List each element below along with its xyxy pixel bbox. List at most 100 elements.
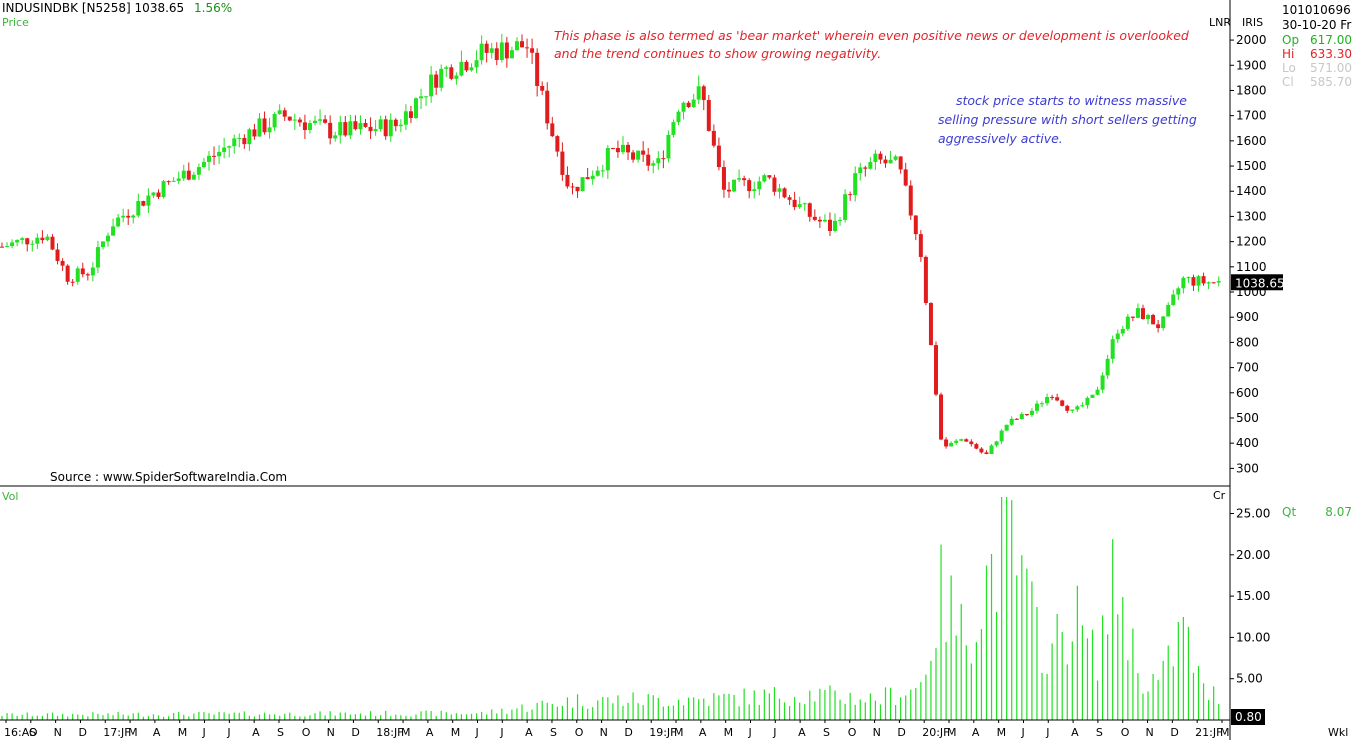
candle-down <box>1060 400 1065 406</box>
candle-down <box>65 265 70 282</box>
candle-down <box>615 148 620 153</box>
candle-up <box>348 121 353 136</box>
time-tick-label: J <box>226 726 230 739</box>
candle-down <box>1024 414 1029 416</box>
time-tick-label: M <box>997 726 1007 739</box>
candle-down <box>898 156 903 170</box>
info-low-label: Lo <box>1282 61 1296 75</box>
candle-down <box>944 439 949 447</box>
candle-down <box>464 61 469 71</box>
candle-down <box>939 394 944 440</box>
price-tick-label: 800 <box>1236 335 1259 349</box>
volume-tick-label: 10.00 <box>1236 630 1270 644</box>
candle-down <box>323 119 328 123</box>
candle-up <box>479 43 484 61</box>
candle-up <box>843 194 848 220</box>
candle-down <box>631 152 636 160</box>
candle-up <box>378 119 383 130</box>
time-tick-label: N <box>873 726 881 739</box>
candle-down <box>449 67 454 79</box>
candle-up <box>489 48 494 53</box>
candle-up <box>737 178 742 180</box>
candle-up <box>171 180 176 182</box>
candle-up <box>227 146 232 148</box>
time-tick-label: M <box>674 726 684 739</box>
candle-up <box>131 215 136 218</box>
candle-up <box>121 215 126 218</box>
candle-up <box>499 42 504 60</box>
selling-pressure-line-2: selling pressure with short sellers gett… <box>938 112 1197 127</box>
candle-up <box>590 175 595 180</box>
candle-down <box>343 122 348 136</box>
candle-up <box>1100 375 1105 390</box>
price-tick-label: 1100 <box>1236 260 1267 274</box>
bear-market-annotation: This phase is also termed as 'bear marke… <box>554 28 1189 61</box>
volume-tick-label: 20.00 <box>1236 548 1270 562</box>
time-tick-label: J <box>747 726 751 739</box>
candle-down <box>984 452 989 454</box>
candle-up <box>802 203 807 205</box>
price-tick-label: 1300 <box>1236 209 1267 223</box>
candle-up <box>5 246 10 248</box>
candle-down <box>782 188 787 198</box>
candle-up <box>358 123 363 130</box>
candle-up <box>439 68 444 88</box>
candle-down <box>520 41 525 48</box>
candle-up <box>757 181 762 190</box>
info-open-value: 617.00 <box>1310 33 1352 47</box>
current-volume-box <box>1231 709 1265 725</box>
candle-down <box>969 441 974 445</box>
info-close-label: Cl <box>1282 75 1294 89</box>
time-tick-label: A <box>525 726 533 739</box>
info-close-row: Cl 585.70 <box>1282 75 1352 89</box>
current-price-label: 1038.65 <box>1235 276 1285 290</box>
period-tag: Wkl <box>1328 726 1349 739</box>
candle-down <box>212 155 217 157</box>
price-tick-label: 1400 <box>1236 184 1267 198</box>
candle-up <box>1045 396 1050 404</box>
candle-down <box>661 158 666 160</box>
candle-up <box>1070 409 1075 411</box>
candle-up <box>75 268 80 282</box>
candle-down <box>126 215 131 218</box>
candle-down <box>933 345 938 395</box>
candle-up <box>1120 328 1125 334</box>
candle-up <box>620 144 625 153</box>
candle-up <box>338 122 343 136</box>
current-price-box <box>1231 274 1283 291</box>
time-tick-label: 17:JF <box>103 726 130 739</box>
candle-down <box>494 48 499 60</box>
candle-up <box>999 430 1004 442</box>
time-tick-label: O <box>1121 726 1130 739</box>
candle-up <box>45 236 50 241</box>
time-tick-label: A <box>972 726 980 739</box>
candle-down <box>817 219 822 222</box>
time-tick-label: N <box>327 726 335 739</box>
candle-down <box>711 130 716 146</box>
price-tick-label: 700 <box>1236 361 1259 375</box>
candle-up <box>1019 414 1024 420</box>
candle-up <box>100 241 105 248</box>
candle-up <box>1009 418 1014 425</box>
candle-up <box>959 439 964 441</box>
time-tick-label: M <box>1220 726 1230 739</box>
candle-up <box>696 86 701 100</box>
price-panel-label: Price <box>2 16 29 29</box>
time-tick-label: S <box>823 726 830 739</box>
volume-tick-label: 25.00 <box>1236 507 1270 521</box>
candle-down <box>585 177 590 180</box>
candle-down <box>242 137 247 145</box>
time-tick-label: A <box>426 726 434 739</box>
candle-up <box>838 219 843 221</box>
candle-up <box>600 170 605 172</box>
candle-up <box>111 226 116 236</box>
candle-up <box>196 167 201 175</box>
candle-up <box>191 174 196 180</box>
volume-tick-label: 5.00 <box>1236 672 1263 686</box>
candle-up <box>666 134 671 159</box>
candle-up <box>222 147 227 153</box>
candle-down <box>772 177 777 192</box>
candle-down <box>55 249 60 261</box>
candle-down <box>25 238 30 245</box>
candle-down <box>141 201 146 206</box>
